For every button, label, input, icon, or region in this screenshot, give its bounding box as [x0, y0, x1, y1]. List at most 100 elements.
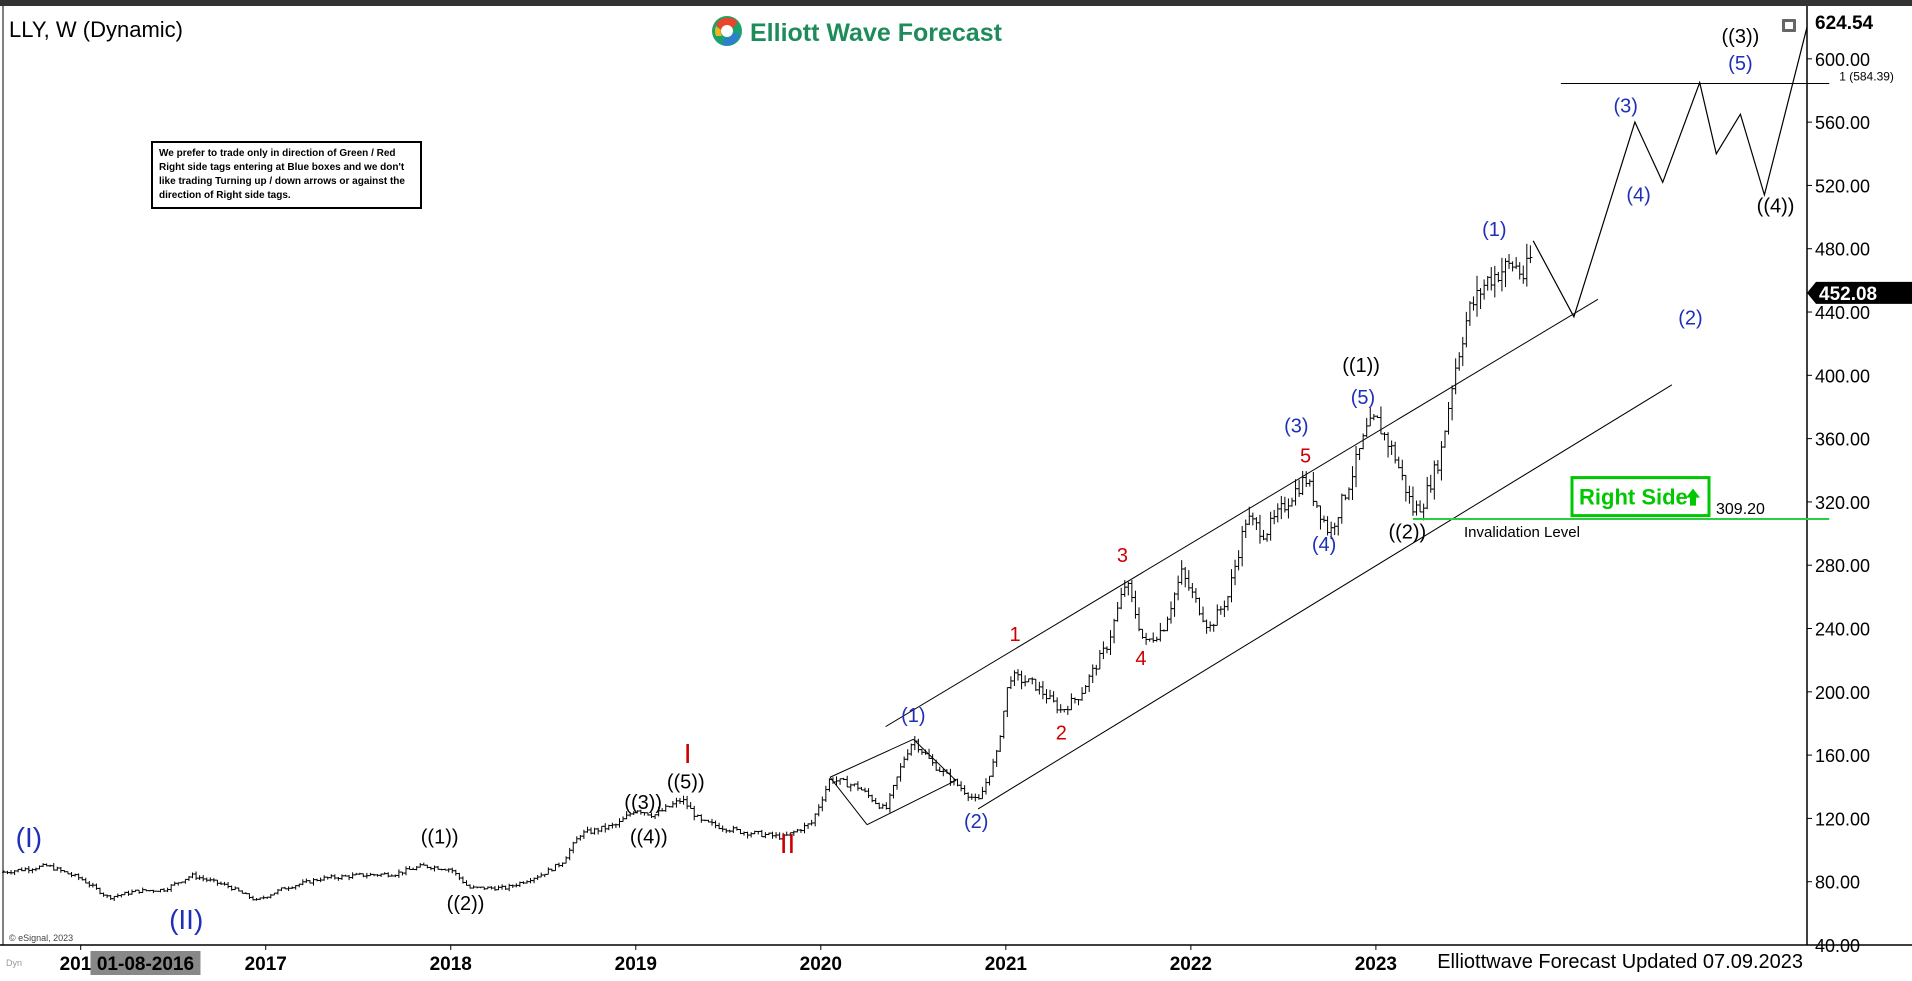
ohlc-bar-349: [1243, 519, 1248, 539]
ohlc-bar-343: [1222, 600, 1227, 618]
x-tick-label-4: 2020: [800, 954, 842, 975]
channel-lines: [829, 298, 1673, 826]
ohlc-bar-122: [436, 866, 441, 870]
ohlc-bar-47: [169, 884, 174, 892]
ohlc-bar-389: [1386, 432, 1391, 458]
wave-labels: (I)(II)((1))((2))((3))((4))((5))III(1)(2…: [16, 26, 1795, 935]
ohlc-bar-346: [1233, 559, 1238, 586]
ohlc-bar-421: [1499, 257, 1504, 292]
ohlc-bar-131: [468, 884, 473, 889]
ohlc-bar-358: [1275, 503, 1280, 523]
ohlc-bar-118: [421, 862, 426, 866]
ohlc-bar-380: [1354, 445, 1359, 488]
ohlc-bar-413: [1471, 296, 1476, 311]
wave-label-1: (II): [169, 904, 203, 935]
ohlc-bar-196: [699, 814, 704, 823]
ohlc-bar-35: [126, 890, 131, 896]
wave-label-23: (3): [1613, 96, 1637, 118]
ohlc-bar-428: [1524, 243, 1529, 287]
ohlc-bar-297: [1058, 704, 1063, 713]
ohlc-bar-158: [564, 856, 569, 864]
brand-logo[interactable]: Elliott Wave Forecast: [712, 16, 1003, 47]
ohlc-bar-298: [1062, 708, 1067, 713]
ohlc-bar-370: [1318, 505, 1323, 530]
ohlc-bar-429: [1528, 245, 1533, 264]
ohlc-bar-314: [1119, 587, 1124, 610]
ohlc-bar-53: [190, 872, 195, 879]
wave-label-7: I: [684, 738, 692, 769]
ohlc-bar-55: [197, 875, 202, 881]
wave-label-9: (1): [901, 705, 925, 727]
ohlc-bar-245: [873, 797, 878, 805]
ohlc-bar-288: [1026, 678, 1031, 683]
ohlc-bar-57: [204, 877, 209, 883]
ohlc-bar-152: [542, 873, 547, 878]
ohlc-bar-231: [823, 785, 828, 802]
last-price-label: 452.08: [1819, 284, 1877, 305]
ohlc-bar-292: [1040, 681, 1045, 700]
ohlc-bar-230: [820, 796, 825, 812]
ohlc-bar-5: [19, 867, 24, 872]
ohlc-bar-3: [12, 870, 17, 876]
ohlc-bar-246: [877, 802, 882, 810]
ohlc-bar-147: [524, 880, 529, 884]
x-cursor-label: 01-08-2016: [97, 954, 194, 975]
ohlc-bar-102: [364, 872, 369, 879]
ohlc-bar-237: [845, 775, 850, 788]
ohlc-bar-250: [891, 784, 896, 799]
ohlc-bar-114: [407, 866, 412, 870]
ohlc-bar-195: [695, 814, 700, 817]
x-tick-label-1: 2017: [245, 954, 287, 975]
ohlc-bar-399: [1421, 503, 1426, 521]
ohlc-bar-375: [1336, 517, 1341, 536]
wave-label-19: (5): [1351, 387, 1375, 409]
small-channel-upper-line: [829, 738, 914, 778]
wave-label-12: 2: [1056, 722, 1067, 744]
window-icon[interactable]: [1782, 19, 1796, 32]
ohlc-bar-204: [727, 829, 732, 833]
ohlc-bar-98: [350, 872, 355, 879]
ohlc-bar-15: [55, 866, 60, 871]
x-tick-label-6: 2022: [1170, 954, 1212, 975]
ohlc-bar-322: [1147, 638, 1152, 642]
ohlc-bar-331: [1179, 560, 1184, 585]
ohlc-bar-228: [813, 813, 818, 827]
ohlc-bar-320: [1140, 628, 1145, 639]
ohlc-bar-409: [1457, 352, 1462, 371]
ohlc-bar-394: [1403, 474, 1408, 502]
ohlc-bar-263: [937, 766, 942, 773]
ohlc-bar-313: [1115, 601, 1120, 622]
ohlc-bar-275: [980, 786, 985, 800]
ohlc-bar-405: [1442, 430, 1447, 448]
ohlc-bar-91: [325, 876, 330, 880]
ohlc-bar-31: [112, 895, 117, 902]
ohlc-bar-258: [919, 748, 924, 755]
ohlc-bar-127: [453, 869, 458, 876]
ohlc-bar-398: [1418, 500, 1423, 513]
ohlc-bar-425: [1514, 257, 1519, 270]
ohlc-bar-26: [94, 883, 99, 890]
ohlc-bar-6: [23, 867, 28, 872]
ohlc-bar-43: [154, 890, 159, 892]
ohlc-bar-308: [1097, 650, 1102, 670]
ohlc-bar-396: [1410, 486, 1415, 516]
ohlc-bar-337: [1201, 606, 1206, 623]
invalidation-value: 309.20: [1716, 501, 1765, 518]
ohlc-bar-68: [243, 892, 248, 895]
ohlc-bar-391: [1393, 441, 1398, 464]
ohlc-bar-216: [770, 831, 775, 839]
ohlc-bar-11: [41, 863, 46, 867]
wave-label-10: (2): [964, 811, 988, 833]
ohlc-bar-83: [297, 883, 302, 888]
ohlc-bar-235: [838, 778, 843, 785]
ohlc-bar-159: [567, 847, 572, 861]
ohlc-bar-86: [307, 880, 312, 884]
ohlc-bar-238: [848, 783, 853, 792]
wave-label-26: (5): [1728, 53, 1752, 75]
y-tick-label-3: 160.00: [1815, 746, 1870, 766]
ohlc-bar-87: [311, 878, 316, 886]
ohlc-bar-325: [1158, 622, 1163, 642]
ohlc-bar-170: [606, 824, 611, 831]
ohlc-bar-168: [599, 825, 604, 833]
ohlc-bar-318: [1133, 590, 1138, 619]
